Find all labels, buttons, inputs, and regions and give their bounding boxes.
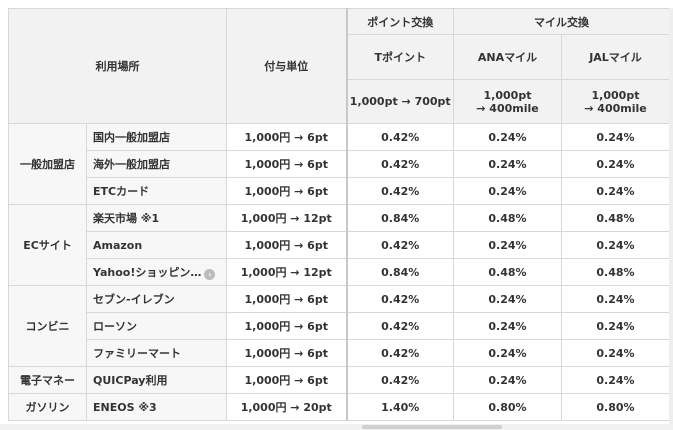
place-name-cell: 海外一般加盟店 [86, 150, 227, 178]
place-name-cell: ファミリーマート [86, 339, 227, 367]
tpoint-cell: 1.40% [346, 393, 454, 421]
table-body: 一般加盟店 国内一般加盟店 1,000円 → 6pt 0.42% 0.24% 0.24% 海… [8, 123, 670, 421]
category-cell: ECサイト [8, 204, 87, 286]
rate-table: 利用場所 付与単位 ポイント交換 マイル交換 Tポイント ANAマイル JALマ… [8, 8, 670, 421]
jal-cell: 0.24% [561, 285, 670, 313]
tpoint-cell: 0.42% [346, 150, 454, 178]
ana-cell: 0.24% [453, 312, 562, 340]
place-name-cell: ENEOS ※3 [86, 393, 227, 421]
jal-cell: 0.80% [561, 393, 670, 421]
tpoint-cell: 0.42% [346, 177, 454, 205]
place-name: ローソン [93, 320, 137, 333]
place-name: Yahoo!ショッピン… [93, 266, 202, 279]
unit-cell: 1,000円 → 6pt [226, 150, 348, 178]
tpoint-cell: 0.42% [346, 366, 454, 394]
table-row: ETCカード 1,000円 → 6pt 0.42% 0.24% 0.24% [9, 177, 670, 205]
place-name: 楽天市場 ※1 [93, 212, 160, 225]
unit-cell: 1,000円 → 12pt [226, 204, 348, 232]
tpoint-cell: 0.42% [346, 285, 454, 313]
unit-header: 付与単位 [226, 8, 348, 124]
horizontal-scrollbar[interactable] [0, 424, 673, 430]
tpoint-cell: 0.42% [346, 123, 454, 151]
table-scroll-container[interactable]: 利用場所 付与単位 ポイント交換 マイル交換 Tポイント ANAマイル JALマ… [8, 8, 673, 430]
place-name: ENEOS ※3 [93, 400, 157, 414]
ana-cell: 0.80% [453, 393, 562, 421]
category-cell: 電子マネー [8, 366, 87, 394]
tpoint-cell: 0.42% [346, 231, 454, 259]
place-name-cell: Amazon [86, 231, 227, 259]
right-edge-shadow [669, 8, 673, 424]
scrollbar-thumb[interactable] [362, 425, 502, 429]
tpoint-rate: 1,000pt → 700pt [346, 79, 454, 124]
point-exchange-header: ポイント交換 [346, 8, 454, 35]
place-name: 海外一般加盟店 [93, 158, 170, 171]
jal-cell: 0.48% [561, 204, 670, 232]
ana-cell: 0.24% [453, 177, 562, 205]
ana-rate: 1,000pt → 400mile [453, 79, 562, 124]
place-name: QUICPay利用 [93, 374, 168, 387]
tpoint-header: Tポイント [346, 34, 454, 80]
unit-cell: 1,000円 → 12pt [226, 258, 348, 286]
table-row: 電子マネー QUICPay利用 1,000円 → 6pt 0.42% 0.24% 0.24… [8, 366, 670, 394]
place-name-cell: 国内一般加盟店 [86, 123, 227, 151]
category-cell: コンビニ [8, 285, 87, 367]
place-header: 利用場所 [8, 8, 227, 124]
place-name-cell: 楽天市場 ※1 [86, 204, 227, 232]
place-name-cell: ETCカード [86, 177, 227, 205]
jal-rate: 1,000pt → 400mile [561, 79, 670, 124]
jal-cell: 0.24% [561, 177, 670, 205]
jal-cell: 0.24% [561, 312, 670, 340]
table-row: コンビニ セブン-イレブン 1,000円 → 6pt 0.42% 0.24% 0.24% [8, 285, 670, 367]
ana-cell: 0.24% [453, 150, 562, 178]
jal-cell: 0.24% [561, 231, 670, 259]
ana-cell: 0.24% [453, 366, 562, 394]
table-row: Amazon 1,000円 → 6pt 0.42% 0.24% 0.24% [9, 231, 670, 259]
table-row: Yahoo!ショッピン… › 1,000円 → 12pt 0.84% 0.48% 0.48… [9, 258, 670, 286]
ana-cell: 0.24% [453, 123, 562, 151]
ana-cell: 0.24% [453, 231, 562, 259]
unit-cell: 1,000円 → 6pt [226, 285, 348, 313]
unit-cell: 1,000円 → 20pt [226, 393, 348, 421]
jal-cell: 0.24% [561, 366, 670, 394]
place-name: 国内一般加盟店 [93, 131, 170, 144]
ana-header: ANAマイル [453, 34, 562, 80]
mile-exchange-header: マイル交換 [453, 8, 670, 35]
tpoint-cell: 0.84% [346, 258, 454, 286]
place-name-cell: セブン-イレブン [86, 285, 227, 313]
table-row: ECサイト 楽天市場 ※1 1,000円 → 12pt 0.84% 0.48% 0.48% [8, 204, 670, 286]
ana-cell: 0.24% [453, 285, 562, 313]
tpoint-cell: 0.42% [346, 312, 454, 340]
table-row: 一般加盟店 国内一般加盟店 1,000円 → 6pt 0.42% 0.24% 0.24% [8, 123, 670, 205]
place-name-cell: ローソン [86, 312, 227, 340]
place-name: ETCカード [93, 185, 150, 198]
jal-cell: 0.24% [561, 339, 670, 367]
ana-cell: 0.48% [453, 204, 562, 232]
category-cell: 一般加盟店 [8, 123, 87, 205]
jal-cell: 0.24% [561, 150, 670, 178]
unit-cell: 1,000円 → 6pt [226, 339, 348, 367]
table-row: 海外一般加盟店 1,000円 → 6pt 0.42% 0.24% 0.24% [9, 150, 670, 178]
place-name: ファミリーマート [93, 347, 181, 360]
unit-cell: 1,000円 → 6pt [226, 177, 348, 205]
ana-cell: 0.24% [453, 339, 562, 367]
ana-cell: 0.48% [453, 258, 562, 286]
unit-cell: 1,000円 → 6pt [226, 312, 348, 340]
table-row: ローソン 1,000円 → 6pt 0.42% 0.24% 0.24% [9, 312, 670, 340]
place-name-cell: QUICPay利用 [86, 366, 227, 394]
jal-cell: 0.24% [561, 123, 670, 151]
unit-cell: 1,000円 → 6pt [226, 231, 348, 259]
table-row: ガソリン ENEOS ※3 1,000円 → 20pt 1.40% 0.80% 0.80% [8, 393, 670, 421]
category-cell: ガソリン [8, 393, 87, 421]
chevron-right-icon[interactable]: › [204, 269, 216, 280]
unit-cell: 1,000円 → 6pt [226, 366, 348, 394]
jal-cell: 0.48% [561, 258, 670, 286]
place-name: Amazon [93, 238, 143, 252]
jal-header: JALマイル [561, 34, 670, 80]
tpoint-cell: 0.84% [346, 204, 454, 232]
table-row: ファミリーマート 1,000円 → 6pt 0.42% 0.24% 0.24% [9, 339, 670, 367]
unit-cell: 1,000円 → 6pt [226, 123, 348, 151]
place-name-cell: Yahoo!ショッピン… › [86, 258, 227, 286]
place-name: セブン-イレブン [93, 293, 175, 306]
tpoint-cell: 0.42% [346, 339, 454, 367]
